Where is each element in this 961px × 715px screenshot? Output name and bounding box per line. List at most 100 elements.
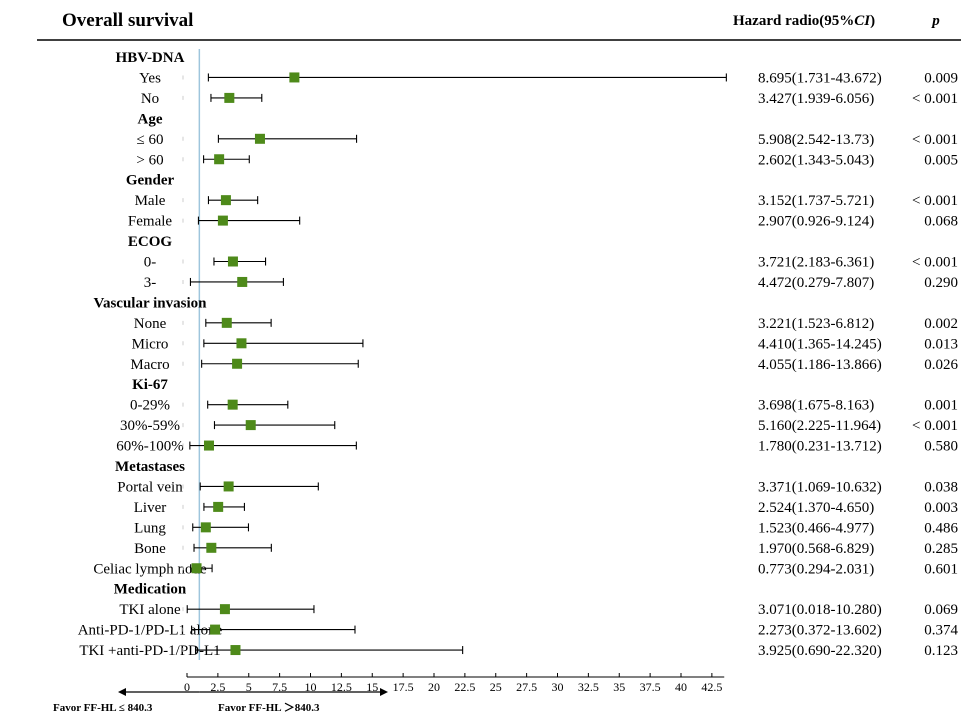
x-tick-label: 0 [184, 680, 190, 694]
x-axis: 0 2.5 5 7.5 10 12.5 15 17.5 20 22.5 25 27.5 30 32.5 35… [53, 673, 725, 714]
x-tick-label: 7.5 [272, 680, 287, 694]
p-value: 0.002 [924, 316, 958, 332]
x-tick-label: 42.5 [701, 680, 722, 694]
hr-point-marker [219, 604, 230, 615]
p-value: 0.005 [924, 152, 958, 168]
hr-ci-value: 3.925(0.690-22.320) [758, 643, 882, 659]
hr-ci-value: 3.721(2.183-6.361) [758, 255, 874, 271]
p-value: 0.013 [924, 336, 958, 352]
p-column-header: p [930, 13, 940, 29]
hr-point-marker [289, 72, 300, 83]
p-value: 0.601 [924, 561, 958, 577]
hr-ci-value: 3.152(1.737-5.721) [758, 193, 874, 209]
hr-point-marker [236, 338, 247, 349]
row-label: Male [135, 193, 166, 209]
p-value: 0.374 [924, 623, 958, 639]
hr-point-marker [221, 317, 232, 328]
group-label: HBV-DNA [116, 50, 185, 66]
row-label: None [134, 316, 167, 332]
favor-right-label: Favor FF-HL ＞840.3 [218, 702, 320, 714]
hr-point-marker [227, 399, 238, 410]
row-label: Anti-PD-1/PD-L1 alone [78, 623, 223, 639]
hr-point-marker [227, 256, 238, 267]
hr-point-marker [232, 358, 243, 369]
p-value: 0.486 [924, 520, 958, 536]
row-label: Celiac lymph node [93, 561, 207, 577]
x-tick-label: 20 [428, 680, 440, 694]
hr-point-marker [230, 645, 241, 656]
hr-point-marker [223, 481, 234, 492]
row-label: 3- [144, 275, 157, 291]
hr-point-marker [210, 624, 221, 635]
group-label: Age [138, 111, 163, 127]
row-label: Micro [132, 336, 169, 352]
hr-ci-value: 0.773(0.294-2.031) [758, 561, 874, 577]
hr-point-marker [254, 133, 265, 144]
hr-point-marker [203, 440, 214, 451]
row-label: Lung [134, 520, 166, 536]
row-label: Liver [134, 500, 166, 516]
p-value: 0.123 [924, 643, 958, 659]
group-label: Gender [126, 173, 175, 189]
hr-point-marker [217, 215, 228, 226]
group-label: ECOG [128, 234, 173, 250]
rows-layer: HBV-DNA Yes 8.695(1.731-43.672) 0.009 No 3.42… [78, 49, 959, 661]
x-tick-label: 15 [366, 680, 378, 694]
hr-column-header: Hazard radio(95%CI) [733, 13, 875, 29]
hr-ci-value: 2.273(0.372-13.602) [758, 623, 882, 639]
p-value: 0.285 [924, 541, 958, 557]
hr-ci-value: 4.472(0.279-7.807) [758, 275, 874, 291]
x-tick-label: 35 [613, 680, 625, 694]
p-value: 0.003 [924, 500, 958, 516]
hr-ci-value: 1.780(0.231-13.712) [758, 439, 882, 455]
p-value: 0.068 [924, 214, 958, 230]
hr-ci-value: 1.970(0.568-6.829) [758, 541, 874, 557]
row-label: TKI +anti-PD-1/PD-L1 [79, 643, 220, 659]
hr-ci-value: 3.427(1.939-6.056) [758, 91, 874, 107]
p-value: 0.009 [924, 70, 958, 86]
hr-point-marker [200, 522, 211, 533]
row-label: 0- [144, 255, 157, 271]
row-label: Yes [139, 70, 161, 86]
x-tick-label: 5 [246, 680, 252, 694]
x-tick-label: 37.5 [640, 680, 661, 694]
favor-right-arrowhead [380, 688, 388, 696]
row-label: No [141, 91, 159, 107]
group-label: Medication [114, 582, 187, 598]
favor-left-arrowhead [118, 688, 126, 696]
group-label: Vascular invasion [94, 295, 208, 311]
p-value: 0.026 [924, 357, 958, 373]
hr-ci-value: 8.695(1.731-43.672) [758, 70, 882, 86]
row-label: > 60 [136, 152, 163, 168]
hr-ci-value: 3.221(1.523-6.812) [758, 316, 874, 332]
hr-ci-value: 5.908(2.542-13.73) [758, 132, 874, 148]
hr-point-marker [224, 92, 235, 103]
p-value: 0.580 [924, 439, 958, 455]
p-value: < 0.001 [912, 255, 958, 271]
x-tick-label: 25 [490, 680, 502, 694]
hr-ci-value: 3.371(1.069-10.632) [758, 479, 882, 495]
hr-point-marker [191, 563, 202, 574]
x-tick-label: 30 [552, 680, 564, 694]
x-tick-label: 17.5 [393, 680, 414, 694]
p-value: < 0.001 [912, 193, 958, 209]
hr-ci-value: 2.907(0.926-9.124) [758, 214, 874, 230]
p-value: < 0.001 [912, 418, 958, 434]
hr-point-marker [245, 420, 256, 431]
chart-title: Overall survival [62, 10, 193, 31]
p-value: < 0.001 [912, 91, 958, 107]
row-label: 60%-100% [116, 439, 184, 455]
hr-ci-value: 2.602(1.343-5.043) [758, 152, 874, 168]
p-value: < 0.001 [912, 132, 958, 148]
hr-ci-value: 1.523(0.466-4.977) [758, 520, 874, 536]
p-value: 0.069 [924, 602, 958, 618]
p-value: 0.001 [924, 398, 958, 414]
hr-ci-value: 5.160(2.225-11.964) [758, 418, 881, 434]
row-label: Macro [130, 357, 169, 373]
hr-ci-value: 2.524(1.370-4.650) [758, 500, 874, 516]
group-label: Ki-67 [132, 377, 168, 393]
x-tick-label: 22.5 [454, 680, 475, 694]
x-tick-label: 2.5 [210, 680, 225, 694]
group-label: Metastases [115, 459, 185, 475]
